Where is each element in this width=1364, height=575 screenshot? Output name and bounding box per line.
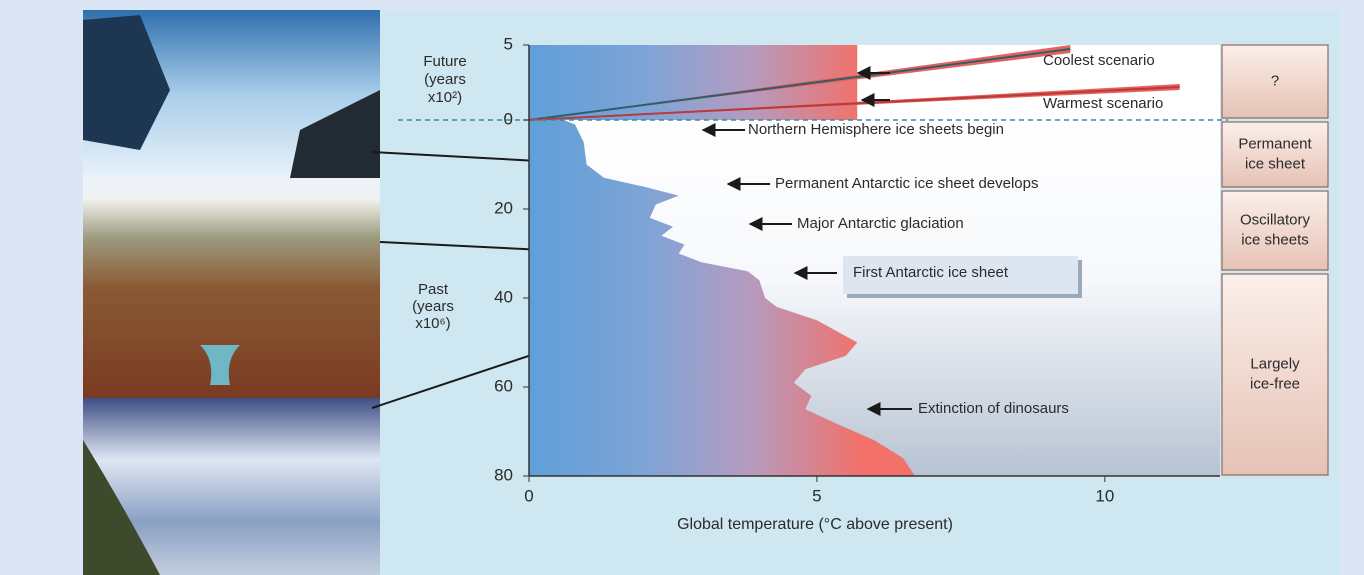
- y-tick-label: 20: [494, 198, 513, 217]
- y-tick-label: 5: [504, 34, 513, 53]
- photo-gap: [83, 178, 380, 198]
- x-axis-label: Global temperature (°C above present): [677, 516, 953, 533]
- stage-label: ?: [1271, 72, 1279, 89]
- stage-label: Permanent: [1238, 135, 1312, 152]
- chart: 0 5 10 0 20 40 60 80 5 Global temperature (°C abo…: [398, 34, 1328, 533]
- annotation: Permanent Antarctic ice sheet develops: [775, 175, 1038, 192]
- stage-label: ice-free: [1250, 375, 1300, 392]
- photo-tundra: [83, 198, 380, 398]
- past-label: (years: [412, 298, 454, 315]
- annotation: First Antarctic ice sheet: [853, 264, 1009, 281]
- stage-label: Largely: [1250, 355, 1300, 372]
- stage-label: Oscillatory: [1240, 211, 1311, 228]
- y-tick-label: 60: [494, 376, 513, 395]
- future-label: (years: [424, 71, 466, 88]
- past-label: x10⁶): [415, 315, 450, 332]
- x-tick-label: 0: [524, 486, 533, 505]
- photos: [83, 10, 380, 575]
- stage-label: ice sheets: [1241, 231, 1309, 248]
- y-tick-label: 80: [494, 465, 513, 484]
- x-tick-label: 10: [1095, 486, 1114, 505]
- future-label: x10²): [428, 89, 462, 106]
- annotation: Warmest scenario: [1043, 95, 1163, 112]
- future-label: Future: [423, 53, 466, 70]
- annotation: Northern Hemisphere ice sheets begin: [748, 121, 1004, 138]
- stage-label: ice sheet: [1245, 155, 1306, 172]
- infographic: 0 5 10 0 20 40 60 80 5 Global temperature (°C abo…: [0, 0, 1364, 575]
- annotation: Extinction of dinosaurs: [918, 400, 1069, 417]
- x-tick-label: 5: [812, 486, 821, 505]
- y-tick-label: 0: [504, 109, 513, 128]
- annotation: Coolest scenario: [1043, 52, 1155, 69]
- past-label: Past: [418, 281, 449, 298]
- annotation: Major Antarctic glaciation: [797, 215, 964, 232]
- y-tick-label: 40: [494, 287, 513, 306]
